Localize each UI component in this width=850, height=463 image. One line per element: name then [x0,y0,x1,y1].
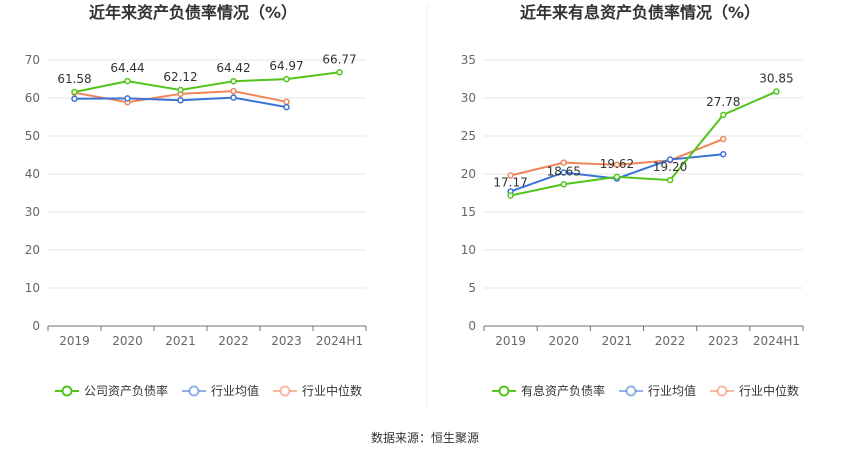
y-tick-label: 20 [25,243,40,257]
y-tick-label: 30 [25,205,40,219]
x-tick-label: 2020 [548,334,579,348]
data-label: 30.85 [759,72,793,86]
interest-bearing-debt-ratio-chart: 近年来有息资产负债率情况（%） 0 5 10 15 20 25 30 35 2019 2020 202… [461,3,804,398]
x-tick-label: 2020 [112,334,143,348]
y-tick-label: 10 [25,281,40,295]
data-point[interactable] [560,169,567,176]
x-tick-label: 2024H1 [316,334,363,348]
data-point[interactable] [560,159,567,166]
data-point[interactable] [124,77,131,85]
data-point[interactable] [336,69,343,76]
y-tick-label: 30 [461,91,476,105]
x-tick-label: 2023 [271,334,302,348]
y-tick-label: 50 [25,129,40,143]
legend-label: 有息资产负债率 [521,383,605,398]
data-label: 66.77 [322,52,356,66]
x-tick-label: 2019 [59,334,90,348]
y-tick-label: 5 [468,281,476,295]
legend-label: 行业均值 [648,383,696,398]
data-point[interactable] [283,103,290,111]
data-point[interactable] [666,156,674,163]
data-point[interactable] [613,173,621,181]
series-line [510,90,777,197]
x-tick-label: 2022 [655,334,686,348]
y-tick-label: 10 [461,243,476,257]
legend-marker-icon [188,385,200,397]
data-point[interactable] [177,86,184,94]
legend-item[interactable]: 行业中位数 [273,383,362,398]
data-point[interactable] [283,75,290,83]
data-point[interactable] [124,95,131,102]
y-tick-label: 20 [461,167,476,181]
data-point[interactable] [560,181,567,188]
chart-title: 近年来有息资产负债率情况（%） [520,3,760,22]
data-point[interactable] [720,111,727,119]
data-point[interactable] [720,150,727,158]
data-point[interactable] [773,88,780,95]
legend-item[interactable]: 行业均值 [182,383,259,398]
data-point[interactable] [720,135,727,143]
data-label: 64.44 [110,61,144,75]
legend-label: 行业中位数 [739,383,799,398]
y-tick-label: 15 [461,205,476,219]
x-tick-label: 2022 [218,334,249,348]
series-line [74,71,340,93]
data-source-footer: 数据来源：恒生聚源 [371,430,479,445]
y-tick-label: 0 [468,319,476,333]
chart-title: 近年来资产负债率情况（%） [89,3,297,22]
legend-label: 公司资产负债率 [84,383,168,398]
data-label: 17.17 [493,176,527,190]
data-point[interactable] [230,77,237,85]
legend-marker-icon [625,385,637,397]
y-tick-label: 0 [32,319,40,333]
data-point[interactable] [507,192,514,199]
data-point[interactable] [666,176,674,184]
data-point[interactable] [71,95,78,103]
data-point[interactable] [507,172,514,179]
data-label: 64.42 [216,61,250,75]
legend-item[interactable]: 有息资产负债率 [492,383,605,398]
y-tick-label: 70 [25,53,40,67]
legend-item[interactable]: 行业均值 [619,383,696,398]
legend-marker-icon [716,385,728,397]
data-label: 19.62 [600,157,634,171]
data-label: 19.20 [653,160,687,174]
data-point[interactable] [230,94,237,101]
x-tick-label: 2021 [602,334,633,348]
y-tick-label: 35 [461,53,476,67]
x-tick-label: 2023 [708,334,739,348]
x-tick-label: 2024H1 [753,334,800,348]
debt-ratio-chart: 近年来资产负债率情况（%） 0 10 20 30 40 50 60 70 2019 2020 2021… [25,3,367,398]
data-point[interactable] [613,161,621,169]
legend-label: 行业均值 [211,383,259,398]
data-point[interactable] [71,88,78,96]
data-label: 18.65 [547,164,581,178]
y-tick-label: 60 [25,91,40,105]
y-tick-label: 25 [461,129,476,143]
data-point[interactable] [177,97,184,104]
legend-marker-icon [61,385,73,397]
data-label: 64.97 [269,59,303,73]
legend-marker-icon [498,385,510,397]
data-point[interactable] [230,87,237,95]
legend-item[interactable]: 行业中位数 [710,383,799,398]
legend-label: 行业中位数 [302,383,362,398]
legend-marker-icon [279,385,291,397]
legend-item[interactable]: 公司资产负债率 [55,383,168,398]
data-label: 61.58 [57,72,91,86]
x-tick-label: 2021 [165,334,196,348]
y-tick-label: 40 [25,167,40,181]
data-label: 27.78 [706,95,740,109]
data-point[interactable] [283,98,290,106]
x-tick-label: 2019 [495,334,526,348]
data-label: 62.12 [163,70,197,84]
